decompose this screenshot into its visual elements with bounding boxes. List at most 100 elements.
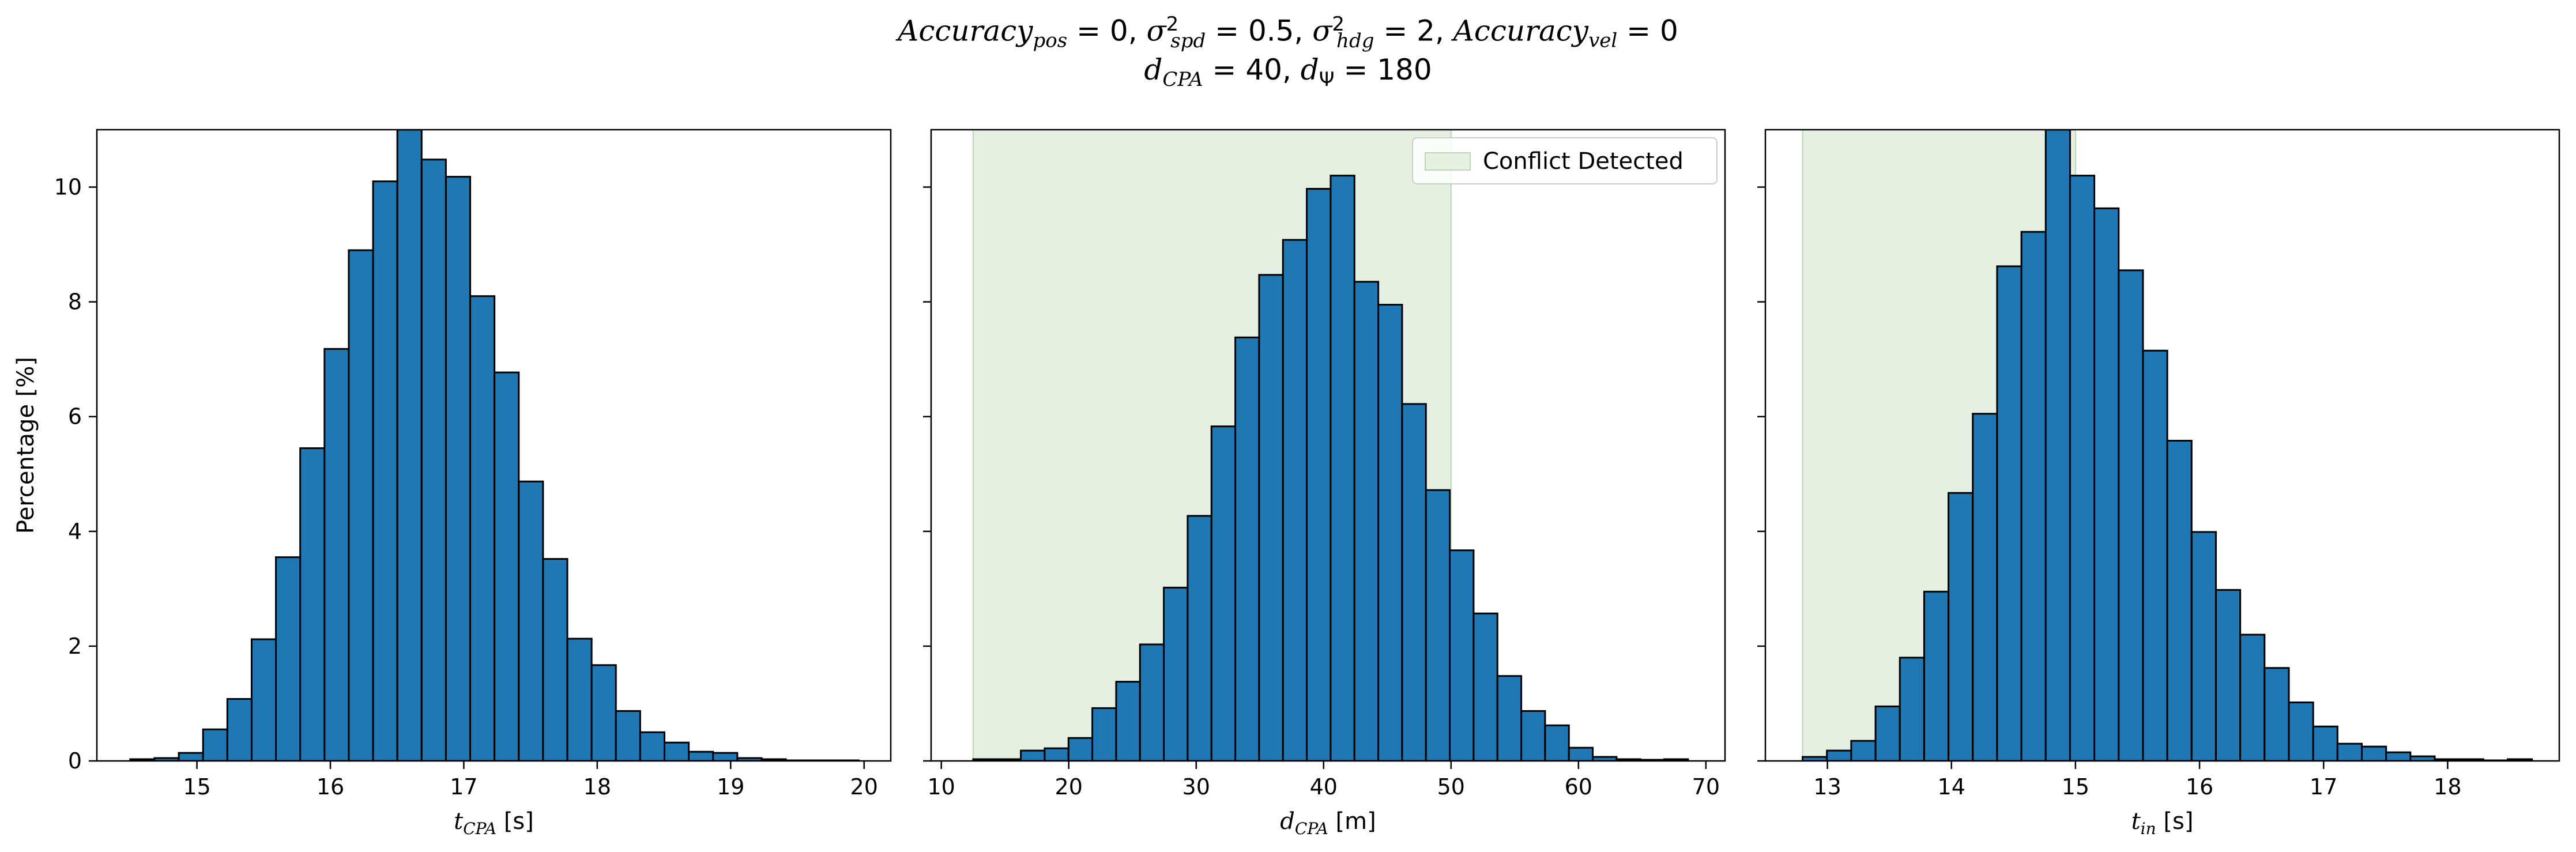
x-tick-label: 13 — [1813, 774, 1841, 800]
histogram-bar — [348, 249, 374, 761]
histogram-bar — [2118, 269, 2144, 761]
histogram-bar — [1306, 188, 1332, 761]
histogram-bar — [1044, 747, 1069, 761]
histogram-bar — [615, 710, 641, 761]
histogram-bar — [2360, 745, 2387, 761]
histogram-bar — [1850, 740, 1877, 761]
histogram-bar — [323, 348, 350, 761]
x-axis-label: tCPA [s] — [454, 808, 534, 838]
y-axis-label: Percentage [%] — [13, 357, 39, 534]
histogram-bar — [2288, 701, 2314, 761]
histogram-bar — [1282, 239, 1308, 761]
histogram-panel-t-cpa: 15 16 17 18 19 20 0 2 4 6 8 10 tCPA [s] Percentage [%… — [13, 129, 892, 838]
x-axis-label: tin [s] — [2131, 808, 2194, 838]
accuracy-pos-value: 0 — [1109, 14, 1128, 48]
accuracy-vel-value: 0 — [1659, 14, 1678, 48]
histogram-bar — [299, 447, 326, 761]
histogram-bar — [1330, 175, 1355, 761]
axes-frame — [96, 129, 892, 762]
x-tick-label: 50 — [1437, 774, 1465, 800]
histogram-bar — [2312, 725, 2338, 761]
x-tick-label: 18 — [583, 774, 611, 800]
histogram-bar — [1163, 586, 1189, 761]
histogram-bar — [712, 752, 739, 761]
y-tick-label: 4 — [68, 519, 82, 544]
histogram-bar — [1948, 492, 1974, 761]
sigma-hdg-value: 2 — [1417, 14, 1435, 48]
y-tick-label: 10 — [54, 175, 82, 200]
x-tick-label: 18 — [2434, 774, 2461, 800]
histogram-bar — [1091, 707, 1117, 761]
histogram-bar — [1972, 413, 1998, 761]
x-tick-label: 10 — [928, 774, 955, 800]
histogram-bar — [1899, 657, 1925, 761]
histogram-bar — [2385, 751, 2412, 761]
x-tick-label: 20 — [850, 774, 878, 800]
histogram-bar — [2336, 742, 2363, 761]
histogram-bar — [2215, 589, 2242, 761]
histogram-bar — [1115, 681, 1141, 761]
histogram-bar — [469, 295, 496, 761]
histogram-bar — [2069, 175, 2096, 761]
y-tick-label: 0 — [68, 748, 82, 774]
histogram-panel-d-cpa: 10 20 30 40 50 60 70 dCPA [m] Conflict Detected — [923, 129, 1726, 838]
y-tick-label: 6 — [68, 404, 82, 429]
d-psi-value: 180 — [1377, 53, 1432, 86]
histogram-bar — [1401, 403, 1427, 761]
histogram-panel-t-in: 13 14 15 16 17 18 tin [s] — [1757, 129, 2560, 838]
x-tick-label: 20 — [1055, 774, 1083, 800]
x-tick-label: 14 — [1938, 774, 1965, 800]
x-tick-label: 15 — [183, 774, 210, 800]
sigma-spd-value: 0.5 — [1248, 14, 1294, 48]
histogram-bar — [1996, 265, 2023, 761]
y-tick-label: 2 — [68, 634, 82, 659]
x-tick-label: 40 — [1310, 774, 1338, 800]
x-tick-label: 30 — [1182, 774, 1210, 800]
x-tick-label: 16 — [317, 774, 344, 800]
histogram-bar — [542, 558, 568, 761]
histogram-bar — [445, 176, 472, 761]
histogram-bar — [518, 480, 544, 761]
histogram-bar — [372, 180, 398, 761]
legend: Conflict Detected — [1412, 137, 1718, 184]
histogram-bar — [2166, 440, 2193, 761]
x-tick-label: 17 — [2310, 774, 2337, 800]
histogram-bar — [2093, 207, 2120, 761]
histogram-bar — [1874, 705, 1901, 761]
histogram-bar — [178, 752, 204, 761]
histogram-bar — [688, 751, 714, 761]
legend-box — [1412, 137, 1718, 184]
histogram-bar — [250, 638, 277, 761]
legend-swatch — [1425, 152, 1471, 171]
x-axis-label: dCPA [m] — [1280, 808, 1376, 838]
histogram-bar — [1139, 643, 1165, 761]
histogram-bar — [2020, 231, 2047, 761]
histogram-bar — [2142, 349, 2168, 761]
histogram-bar — [2264, 667, 2290, 761]
histogram-bar — [202, 728, 228, 761]
figure-title-line-1: Accuracypos = 0, σ2spd = 0.5, σ2hdg = 2,… — [898, 13, 1678, 52]
histogram-bar — [420, 159, 447, 761]
x-tick-label: 16 — [2186, 774, 2213, 800]
histogram-bar — [2239, 634, 2266, 761]
x-tick-label: 60 — [1565, 774, 1592, 800]
histogram-bar — [590, 664, 617, 761]
histogram-bar — [1449, 549, 1475, 761]
plot-area — [1802, 130, 2533, 761]
histogram-bar — [1258, 274, 1284, 761]
figure-title-line-2: dCPA = 40, dΨ = 180 — [1144, 53, 1432, 91]
x-tick-label: 70 — [1692, 774, 1720, 800]
histogram-bar — [1472, 612, 1498, 761]
histogram-bar — [1663, 758, 1689, 761]
x-tick-label: 15 — [2062, 774, 2089, 800]
histogram-bar — [1568, 747, 1594, 761]
histogram-bar — [1544, 724, 1570, 761]
histogram-bar — [1187, 515, 1212, 761]
histogram-bar — [663, 741, 690, 761]
histogram-bar — [494, 371, 520, 761]
histogram-bar — [275, 556, 302, 761]
y-tick-label: 8 — [68, 289, 82, 315]
axes-frame — [930, 129, 1726, 762]
histogram-bar — [1353, 281, 1380, 761]
